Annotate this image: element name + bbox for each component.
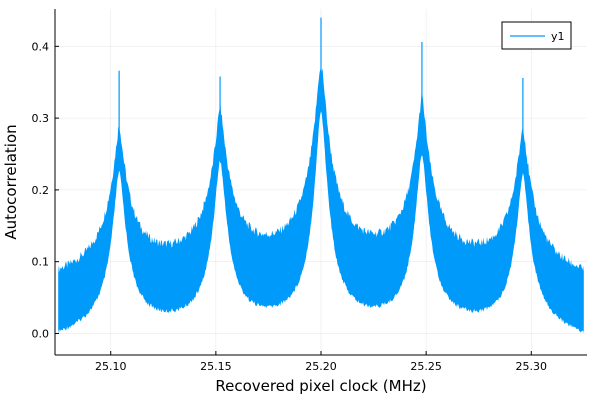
y-tick-label: 0.1 [32,256,50,269]
x-tick-label: 25.15 [200,360,232,373]
x-axis-title: Recovered pixel clock (MHz) [215,377,426,395]
series-y1-peak-spikes [118,17,524,149]
x-axis-ticks: 25.10 25.15 25.20 25.25 25.30 [95,351,547,373]
y-axis-ticks: 0.0 0.1 0.2 0.3 0.4 [32,40,59,340]
series-y1-fill-band [58,68,584,334]
legend: y1 [501,21,572,50]
legend-label-y1: y1 [551,30,565,43]
y-tick-label: 0.3 [32,112,50,125]
y-tick-label: 0.4 [32,40,50,53]
x-tick-label: 25.20 [305,360,337,373]
x-tick-label: 25.10 [95,360,127,373]
y-tick-label: 0.2 [32,184,50,197]
series-y1 [58,17,584,334]
y-tick-label: 0.0 [32,327,50,340]
x-tick-label: 25.30 [516,360,548,373]
y-axis-title: Autocorrelation [2,124,20,239]
x-tick-label: 25.25 [410,360,442,373]
